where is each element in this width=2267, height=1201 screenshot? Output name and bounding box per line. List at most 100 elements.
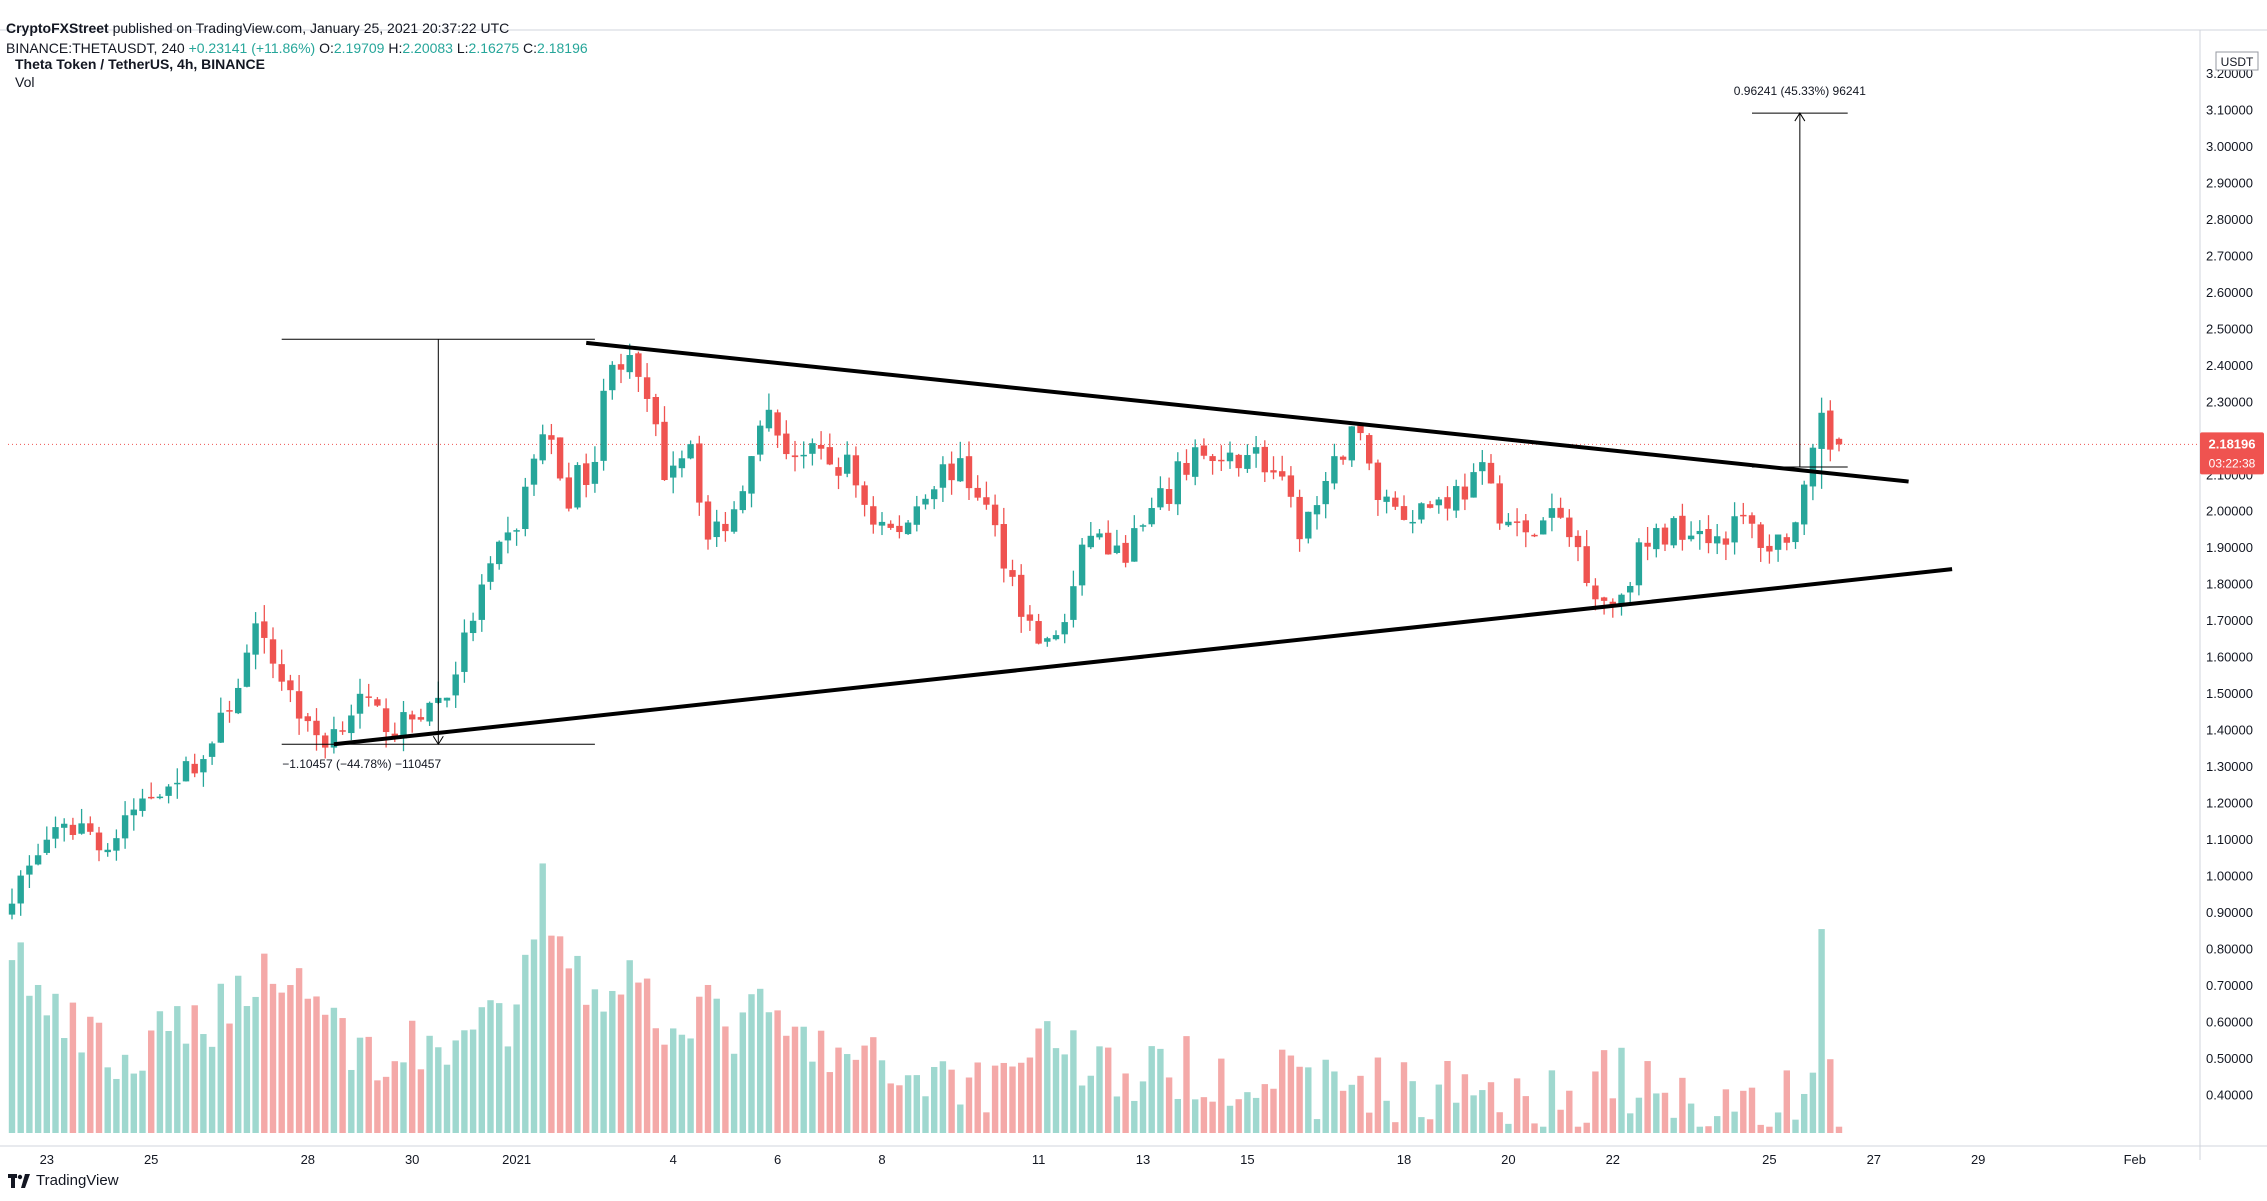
candle-body [156,796,164,799]
candle-body [1070,586,1077,620]
volume-bar [1600,1050,1608,1133]
volume-bar [400,1062,407,1133]
candle-body [1139,525,1147,527]
volume-bar [1670,1117,1677,1133]
volume-bar [348,1069,355,1133]
volume-bar [852,1059,860,1133]
trendline-drawings[interactable]: 0.96241 (45.33%) 96241 −1.10457 (−44.78%)… [281,84,1953,771]
candle-body [1235,454,1242,469]
candle-body [643,377,651,399]
candle-body [1348,426,1355,461]
x-tick-label: 20 [1501,1152,1515,1167]
volume-bar [739,1012,746,1133]
candle-body [1244,455,1251,469]
publish-line: CryptoFXStreet published on TradingView.… [6,20,509,36]
volume-bar [530,939,538,1133]
candle-body [1513,521,1521,523]
candle-body [165,786,172,796]
candle-body [339,730,346,732]
volume-bar [304,998,311,1133]
candle-body [931,489,938,500]
candle-body [965,456,973,489]
candle-body [800,454,807,457]
volume-bar [487,1000,494,1133]
candle-body [635,353,642,377]
volume-bar [95,1022,103,1133]
candle-body [43,839,50,853]
volume-bar [1618,1047,1625,1133]
volume-bar [896,1085,903,1133]
measure-upper-label: 0.96241 (45.33%) 96241 [1734,84,1866,98]
volume-bar [791,1026,799,1133]
candle-body [530,458,538,485]
volume-bar [26,995,33,1133]
volume-bar [1444,1060,1451,1133]
volume-bar [1035,1028,1042,1133]
candle-body [670,465,677,478]
volume-bar [1148,1046,1155,1133]
volume-bar [1496,1112,1503,1133]
volume-bar [217,983,224,1133]
volume-bar [1809,1072,1817,1133]
candle-body [1026,614,1034,621]
candle-body [870,506,877,525]
candle-body [478,584,485,620]
candle-body [1479,462,1486,472]
volume-bar [565,968,572,1133]
candle-body [1165,489,1173,504]
volume-bar [661,1044,668,1133]
volume-bar [1505,1123,1512,1133]
volume-bar [1218,1058,1225,1133]
volume-bar [574,955,581,1133]
volume-bar [939,1061,947,1133]
volume-bar [1687,1103,1695,1133]
candle-body [1018,574,1025,617]
volume-bar [1183,1036,1190,1133]
candle-body [1679,515,1686,540]
measure-lower-label: −1.10457 (−44.78%) −110457 [282,757,441,771]
volume-bar [130,1073,137,1133]
volume-bar [809,1061,816,1133]
volume-bar [931,1066,938,1133]
volume-bar [1235,1099,1242,1133]
candle-body [487,563,494,582]
volume-bar [104,1067,111,1133]
candle-body [1009,570,1016,577]
candle-body [1757,524,1764,548]
candle-body [382,708,390,733]
candle-body [574,465,581,508]
volume-bar [696,996,703,1133]
candle-body [1383,496,1390,502]
candle-body [217,712,224,743]
candle-body [974,487,981,498]
price-tag-countdown: 03:22:38 [2209,456,2256,470]
measure-lower-arrowhead [432,735,444,746]
candle-body [1357,424,1364,434]
candle-body [1522,520,1529,533]
volume-bar [1270,1088,1277,1133]
candle-body [1705,528,1712,544]
volume-bar [252,996,259,1133]
candle-body [304,716,311,722]
y-tick-label: 2.50000 [2206,321,2253,336]
candle-body [1801,484,1808,525]
candle-body [939,464,947,488]
candle-body [1531,534,1538,537]
candle-body [730,509,738,532]
volume-bar [469,1029,477,1133]
publisher-name[interactable]: CryptoFXStreet [6,20,109,36]
volume-bar [1461,1074,1469,1133]
y-tick-label: 0.70000 [2206,978,2253,993]
candle-body [565,477,572,509]
volume-bar [1209,1101,1216,1133]
volume-bar [1748,1087,1756,1133]
candle-body [617,364,625,370]
candle-body [356,693,364,714]
candle-body [1426,504,1434,508]
chart-title: Theta Token / TetherUS, 4h, BINANCE [15,56,265,72]
candle-body [1722,538,1730,545]
volume-bar [1609,1098,1616,1133]
currency-label: USDT [2221,55,2254,69]
footer-brand[interactable]: TradingView [8,1172,119,1189]
